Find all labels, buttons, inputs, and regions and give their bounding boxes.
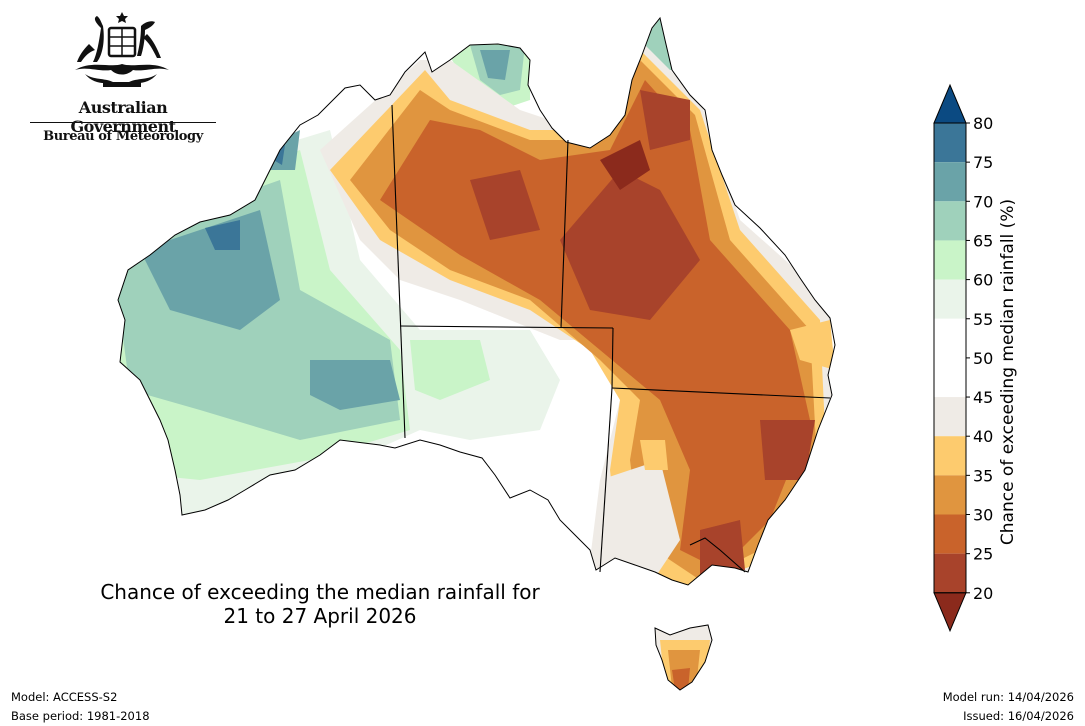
base-period-text: Base period: 1981-2018	[11, 709, 150, 723]
colorbar-label: Chance of exceeding median rainfall (%)	[998, 198, 1018, 546]
government-name: Australian Government	[70, 98, 176, 136]
colorbar-tick-label: 80	[973, 114, 993, 133]
colorbar-band	[934, 357, 966, 398]
colorbar-tick-label: 60	[973, 271, 993, 290]
agency-name: Bureau of Meteorology	[43, 129, 203, 144]
colorbar-band	[934, 553, 966, 593]
colorbar-tick-label: 50	[973, 349, 993, 368]
map-title: Chance of exceeding the median rainfall …	[70, 580, 570, 628]
colorbar-band	[934, 201, 966, 241]
coat-of-arms-icon	[75, 12, 169, 87]
map-title-line2: 21 to 27 April 2026	[223, 604, 417, 628]
colorbar-band	[934, 279, 966, 319]
colorbar-band	[934, 123, 966, 163]
logo-divider	[30, 122, 216, 123]
colorbar: 80 75 70 65 60 55 50 45 40 35 30 25 20	[933, 83, 993, 633]
colorbar-tick-label: 45	[973, 388, 993, 407]
colorbar-band	[934, 436, 966, 476]
colorbar-extend-bottom	[933, 592, 967, 633]
colorbar-band	[934, 318, 966, 358]
colorbar-tick-label: 40	[973, 427, 993, 446]
colorbar-band	[934, 514, 966, 554]
state-borders	[391, 104, 831, 573]
colorbar-tick-label: 55	[973, 310, 993, 329]
colorbar-band	[934, 397, 966, 437]
colorbar-tick-label: 75	[973, 153, 993, 172]
colorbar-band	[934, 162, 966, 202]
colorbar-tick-label: 70	[973, 192, 993, 211]
colorbar-band	[934, 475, 966, 515]
colorbar-band	[934, 240, 966, 280]
bom-logo: Australian Government Bureau of Meteorol…	[26, 10, 216, 144]
model-run-text: Model run: 14/04/2026	[942, 690, 1074, 704]
colorbar-tick-label: 30	[973, 506, 993, 525]
colorbar-tick-label: 65	[973, 231, 993, 250]
colorbar-tick-label: 25	[973, 545, 993, 564]
colorbar-extend-top	[933, 83, 967, 124]
colorbar-tick-label: 35	[973, 466, 993, 485]
issued-text: Issued: 16/04/2026	[963, 709, 1074, 723]
colorbar-tick-label: 20	[973, 584, 993, 603]
map-title-line1: Chance of exceeding the median rainfall …	[100, 580, 540, 604]
rainfall-map	[117, 16, 836, 691]
model-text: Model: ACCESS-S2	[11, 690, 118, 704]
